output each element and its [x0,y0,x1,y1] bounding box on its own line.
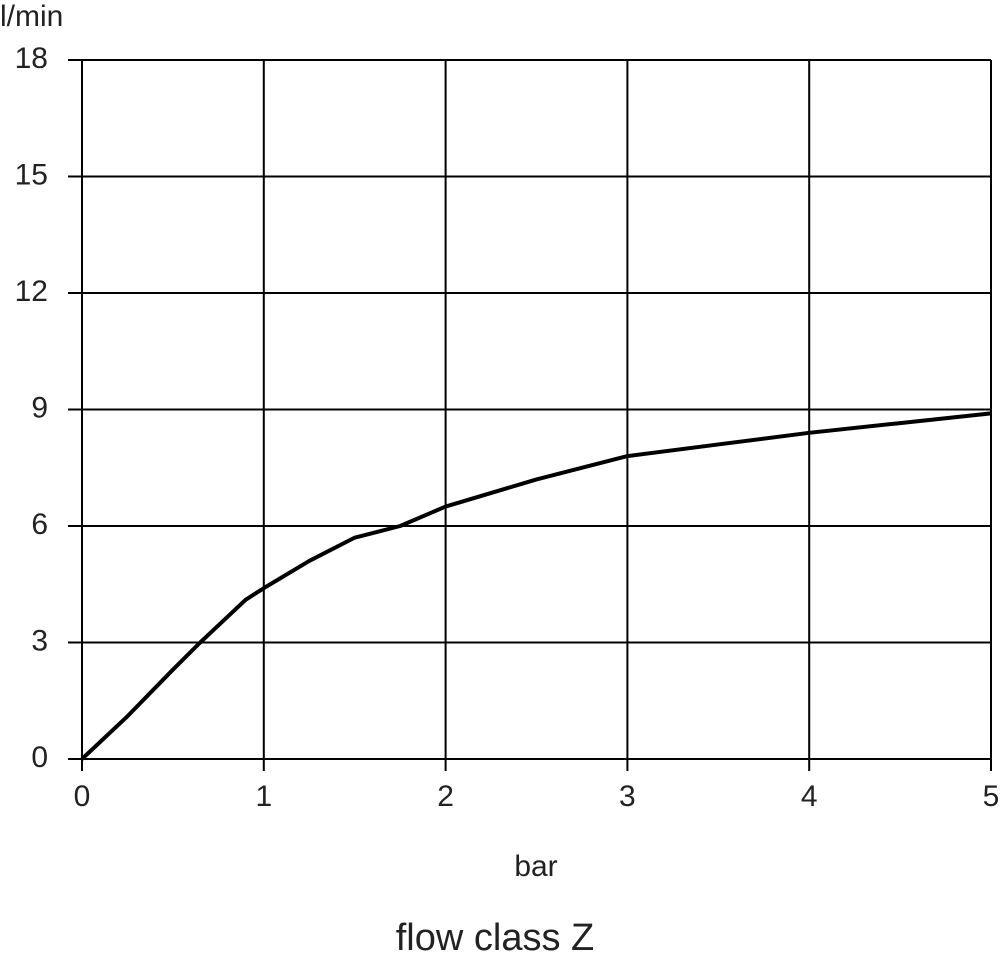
chart-title: flow class Z [396,917,594,959]
y-tick-label: 9 [31,391,48,424]
x-tick-label: 0 [74,780,91,813]
y-tick-label: 6 [31,508,48,541]
x-tick-label: 4 [801,780,818,813]
y-tick-label: 18 [15,42,48,75]
x-tick-label: 5 [983,780,1000,813]
y-tick-label: 0 [31,741,48,774]
y-tick-label: 12 [15,275,48,308]
x-tick-label: 1 [255,780,272,813]
y-tick-label: 15 [15,158,48,191]
data-line [80,411,992,761]
x-tick-label: 2 [437,780,454,813]
x-tick-label: 3 [619,780,636,813]
y-tick-label: 3 [31,624,48,657]
y-axis-label: l/min [0,0,63,33]
x-axis-label: bar [514,850,557,883]
